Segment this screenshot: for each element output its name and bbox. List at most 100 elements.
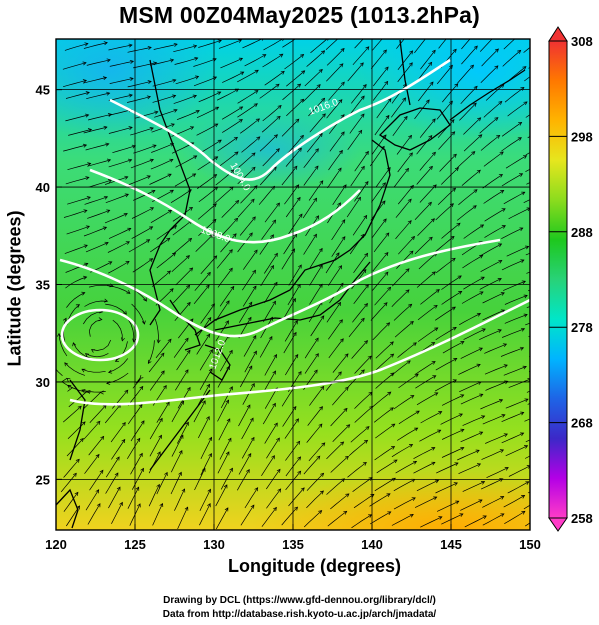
- streamline-arrowhead: [357, 196, 361, 201]
- streamline-arrowhead: [253, 185, 258, 190]
- ryukyu-islands: [149, 389, 211, 471]
- streamline: [108, 159, 132, 168]
- streamline-arrowhead: [426, 34, 429, 37]
- streamline-arrowhead: [341, 219, 346, 224]
- streamline-arrowhead: [294, 506, 298, 511]
- streamline-arrowhead: [276, 202, 280, 207]
- streamline: [127, 438, 141, 459]
- streamline-arrowhead: [315, 148, 319, 153]
- streamline-arrowhead: [179, 434, 184, 439]
- streamline: [437, 188, 456, 205]
- streamline: [193, 400, 206, 423]
- streamline: [196, 174, 217, 189]
- streamline: [505, 398, 529, 409]
- streamline: [391, 444, 413, 458]
- streamline-arrowhead: [314, 337, 319, 342]
- streamline-arrowhead: [409, 152, 413, 157]
- streamline: [127, 386, 144, 406]
- streamline-arrowhead: [481, 328, 486, 333]
- streamline: [87, 209, 110, 219]
- streamline-arrowhead: [437, 429, 442, 434]
- streamline: [196, 106, 219, 119]
- streamline-arrowhead: [343, 407, 348, 412]
- streamline: [436, 462, 459, 474]
- streamline: [67, 163, 91, 171]
- streamline-arrowhead: [480, 481, 486, 485]
- streamline-arrowhead: [252, 335, 257, 340]
- streamline-arrowhead: [85, 91, 90, 96]
- streamline-arrowhead: [367, 355, 372, 360]
- streamline-arrowhead: [414, 373, 419, 378]
- streamline-arrowhead: [85, 113, 90, 118]
- streamline: [244, 351, 257, 373]
- streamline-arrowhead: [81, 368, 86, 373]
- streamline-arrowhead: [296, 196, 301, 201]
- streamline-arrowhead: [107, 369, 113, 374]
- streamline-arrowhead: [154, 110, 159, 115]
- streamline-arrowhead: [173, 42, 178, 47]
- streamline-arrowhead: [147, 359, 152, 365]
- streamline: [217, 451, 230, 474]
- streamline: [391, 289, 410, 307]
- streamline-arrowhead: [520, 411, 525, 416]
- streamline: [485, 380, 508, 391]
- coastlines: [56, 39, 526, 529]
- streamline: [134, 111, 158, 119]
- streamline: [108, 109, 132, 116]
- streamline-arrowhead: [452, 153, 457, 158]
- streamline: [199, 489, 211, 511]
- streamline: [127, 487, 140, 509]
- streamline-arrowhead: [479, 254, 484, 259]
- streamline-arrowhead: [230, 285, 235, 291]
- streamline: [241, 136, 261, 153]
- streamline: [352, 215, 367, 236]
- streamline-arrowhead: [519, 227, 524, 232]
- streamline-arrowhead: [519, 173, 524, 177]
- streamline-arrowhead: [271, 455, 275, 460]
- streamline-arrowhead: [387, 286, 392, 291]
- streamline-arrowhead: [230, 169, 235, 174]
- streamline-arrowhead: [429, 81, 434, 86]
- streamline-arrowhead: [543, 161, 547, 164]
- streamline-arrowhead: [319, 490, 324, 495]
- streamline-arrowhead: [181, 488, 186, 493]
- streamline: [397, 152, 413, 173]
- streamline: [258, 186, 275, 205]
- streamline: [89, 470, 104, 491]
- streamline: [308, 442, 326, 462]
- streamline-arrowhead: [116, 486, 121, 491]
- streamline: [481, 48, 499, 67]
- streamline: [63, 209, 88, 218]
- streamline-arrowhead: [405, 268, 410, 273]
- streamline-arrowhead: [473, 45, 478, 50]
- streamline: [353, 494, 375, 509]
- streamline-arrowhead: [217, 91, 222, 96]
- streamline: [506, 246, 529, 257]
- streamline: [86, 92, 110, 100]
- streamline-arrowhead: [523, 155, 528, 159]
- streamline: [349, 113, 365, 134]
- streamline-arrowhead: [75, 304, 81, 308]
- streamline: [479, 278, 502, 290]
- streamline-arrowhead: [124, 389, 129, 394]
- streamline: [215, 484, 228, 507]
- colorbar-tick-label-268: 268: [571, 416, 593, 431]
- streamline: [193, 76, 217, 87]
- streamline-arrowhead: [390, 353, 395, 358]
- streamline: [241, 417, 254, 440]
- streamline-arrowhead: [103, 195, 109, 200]
- streamline-arrowhead: [293, 165, 298, 170]
- streamline-arrowhead: [497, 278, 502, 282]
- colorbar-min-arrow: [548, 517, 568, 532]
- streamline-arrowhead: [479, 431, 484, 436]
- streamline-arrowhead: [431, 118, 436, 123]
- streamline: [416, 479, 439, 492]
- streamline: [369, 511, 391, 525]
- streamline-arrowhead: [254, 90, 259, 94]
- streamline: [523, 504, 530, 510]
- streamline: [64, 244, 88, 254]
- streamline: [174, 57, 198, 65]
- streamline-arrowhead: [451, 257, 456, 262]
- streamline-arrowhead: [107, 179, 113, 183]
- streamline: [332, 184, 347, 205]
